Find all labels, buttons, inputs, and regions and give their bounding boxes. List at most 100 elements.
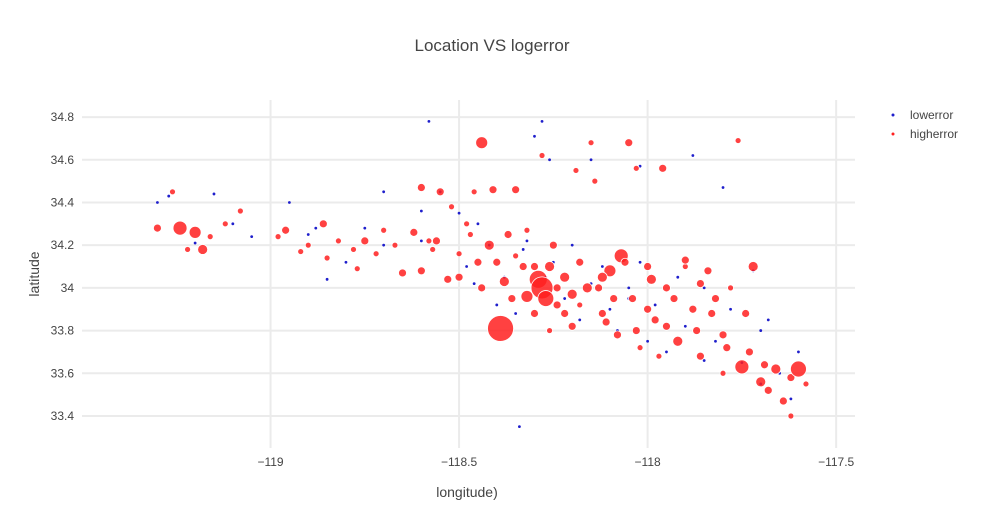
higherror-point xyxy=(520,290,534,303)
lowerror-point xyxy=(521,248,525,251)
higherror-point xyxy=(755,376,767,388)
higherror-point xyxy=(304,241,312,249)
higherror-point xyxy=(470,188,478,196)
higherror-point xyxy=(169,188,176,196)
higherror-point xyxy=(425,237,433,245)
higherror-point xyxy=(360,236,370,246)
higherror-point xyxy=(274,233,282,241)
higherror-point xyxy=(658,163,668,173)
higherror-point xyxy=(636,344,644,352)
lowerror-point xyxy=(540,119,544,123)
lowerror-point xyxy=(721,186,725,189)
higherror-point xyxy=(455,250,463,258)
higherror-point xyxy=(790,360,807,378)
y-tick-label: 33.8 xyxy=(51,324,75,338)
higherror-point xyxy=(429,246,437,253)
higherror-point xyxy=(688,304,698,314)
lowerror-point xyxy=(193,241,197,245)
higherror-point xyxy=(722,343,732,353)
higherror-point xyxy=(632,164,640,172)
x-tick-label: −117.5 xyxy=(818,455,854,469)
lowerror-point xyxy=(476,222,480,226)
y-tick-label: 34.8 xyxy=(51,110,75,124)
lowerror-point xyxy=(665,350,668,354)
lowerror-point xyxy=(702,359,706,362)
higherror-point xyxy=(696,351,705,361)
lowerror-point xyxy=(525,239,529,243)
lowerror-point xyxy=(287,201,291,204)
higherror-point xyxy=(172,220,188,236)
legend-marker xyxy=(891,113,895,117)
higherror-point xyxy=(703,266,713,276)
higherror-point xyxy=(596,271,608,283)
higherror-point xyxy=(236,207,244,215)
y-tick-label: 34 xyxy=(61,281,75,295)
higherror-point xyxy=(711,294,720,303)
higherror-point xyxy=(488,185,498,195)
lowerror-point xyxy=(578,318,582,322)
lowerror-point xyxy=(156,201,159,204)
higherror-point xyxy=(747,261,759,272)
higherror-point xyxy=(745,347,754,357)
lowerror-point xyxy=(653,303,657,307)
higherror-point xyxy=(153,223,162,233)
higherror-point xyxy=(566,288,578,300)
higherror-point xyxy=(518,262,528,271)
higherror-point xyxy=(466,231,474,238)
lowerror-point xyxy=(325,277,329,281)
legend-label: lowerror xyxy=(910,108,953,122)
lowerror-point xyxy=(548,158,551,162)
lowerror-point xyxy=(306,233,310,236)
higherror-point xyxy=(503,230,513,239)
lowerror-point xyxy=(608,307,612,311)
higherror-point xyxy=(507,294,517,303)
higherror-point xyxy=(669,294,679,303)
higherror-point xyxy=(546,327,553,334)
higherror-point xyxy=(398,268,407,278)
lowerror-point xyxy=(344,260,348,264)
lowerror-point xyxy=(627,286,631,290)
y-tick-label: 33.4 xyxy=(51,409,75,423)
higherror-point xyxy=(591,177,599,185)
lowerror-point xyxy=(676,275,680,279)
higherror-point xyxy=(335,237,342,245)
higherror-point xyxy=(786,373,796,382)
higherror-point xyxy=(443,274,453,284)
higherror-point xyxy=(473,257,483,267)
higherror-point xyxy=(770,363,782,375)
lowerror-point xyxy=(231,222,235,226)
lowerror-point xyxy=(518,425,521,429)
higherror-point xyxy=(572,167,580,174)
lowerror-point xyxy=(797,350,800,354)
lowerror-point xyxy=(683,324,687,328)
legend-item-higherror[interactable]: higherror xyxy=(891,127,959,141)
legend[interactable]: lowerror higherror xyxy=(891,108,959,141)
higherror-point xyxy=(463,220,471,228)
lowerror-point xyxy=(167,194,171,198)
legend-item-lowerror[interactable]: lowerror xyxy=(891,108,954,122)
higherror-point xyxy=(662,283,671,293)
higherror-point xyxy=(763,385,773,395)
higherror-point xyxy=(650,315,660,325)
lowerror-point xyxy=(472,282,476,286)
lowerror-point xyxy=(729,307,732,311)
lowerror-point xyxy=(533,134,536,138)
y-tick-label: 34.2 xyxy=(51,238,75,252)
higherror-point xyxy=(643,304,653,314)
legend-label: higherror xyxy=(910,127,958,141)
lowerror-point xyxy=(363,226,367,230)
higherror-point xyxy=(645,273,657,285)
higherror-point xyxy=(511,185,521,195)
higherror-point xyxy=(416,266,426,276)
x-tick-label: −118 xyxy=(635,455,661,469)
lowerror-point xyxy=(691,154,695,157)
higherror-point xyxy=(512,252,520,260)
higherror-point xyxy=(552,300,562,310)
higherror-point xyxy=(492,257,502,267)
higherror-point xyxy=(643,262,653,271)
higherror-point xyxy=(544,261,555,272)
higherror-point xyxy=(707,309,717,318)
higherror-point xyxy=(318,219,328,229)
higherror-point xyxy=(718,330,728,340)
